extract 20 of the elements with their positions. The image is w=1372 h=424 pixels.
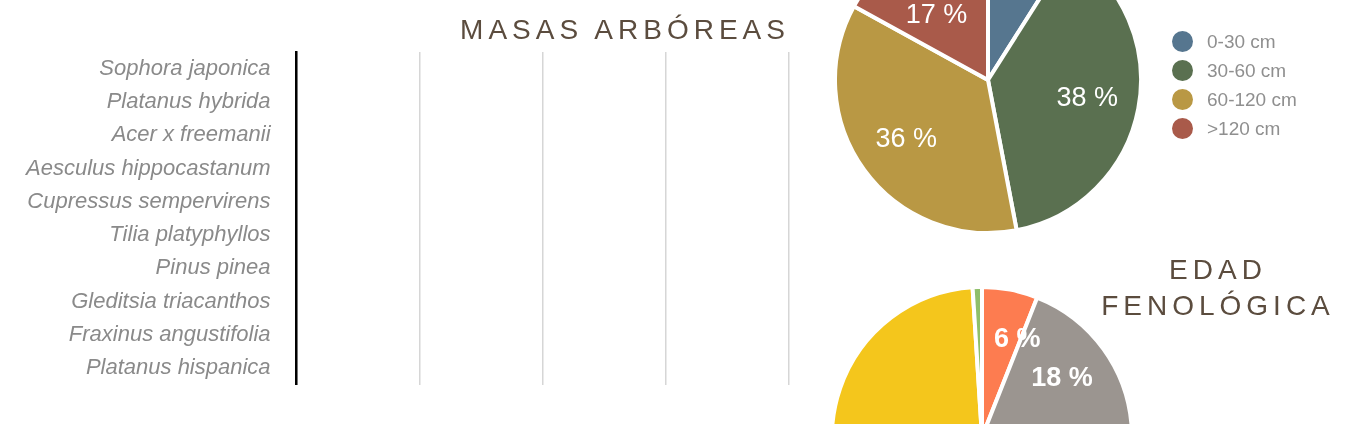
category-label: Cupressus sempervirens <box>27 187 271 213</box>
category-label: Sophora japonica <box>99 54 271 80</box>
data-label: 18 % <box>1031 362 1093 393</box>
category-label: Aesculus hippocastanum <box>24 154 271 180</box>
category-label: Pinus pinea <box>155 254 271 280</box>
legend-label: 0-30 cm <box>1207 30 1276 53</box>
data-label: 36 % <box>875 122 938 153</box>
legend-label: 60-120 cm <box>1207 88 1297 111</box>
legend-label: 30-60 cm <box>1207 59 1287 82</box>
category-label: Fraxinus angustifolia <box>68 321 271 347</box>
category-label: Platanus hispanica <box>85 354 271 380</box>
text: EDAD FENOLÓGICA <box>1100 253 1336 323</box>
data-label: 38 % <box>1056 82 1118 113</box>
data-label: 17 % <box>905 0 968 30</box>
legend-label: >120 cm <box>1207 117 1281 140</box>
text: MASAS ARBÓREAS <box>459 13 791 47</box>
category-label: Platanus hybrida <box>106 88 271 114</box>
category-label: Acer x freemanii <box>109 121 272 147</box>
category-label: Tilia platyphyllos <box>109 221 271 247</box>
category-label: Gleditsia triacanthos <box>71 287 271 313</box>
